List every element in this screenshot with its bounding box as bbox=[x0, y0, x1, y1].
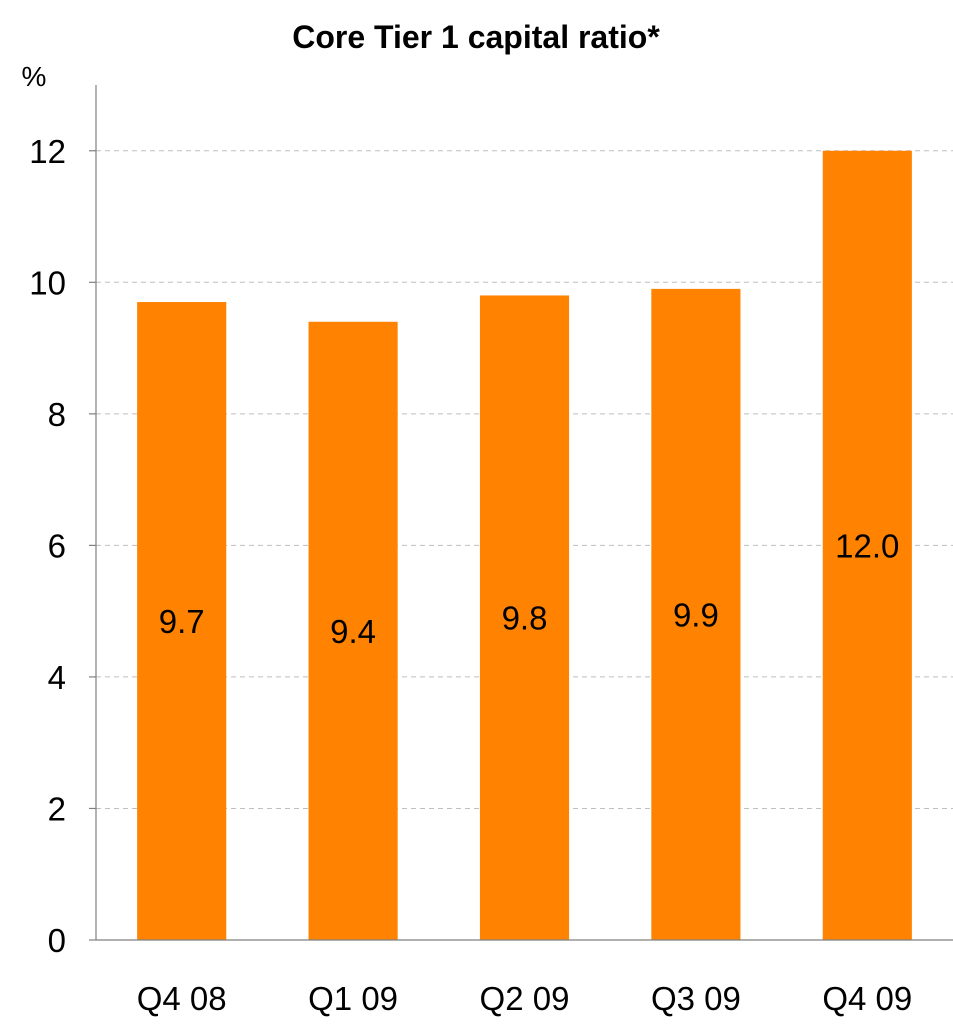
data-label: 9.9 bbox=[673, 596, 719, 633]
bar bbox=[479, 295, 570, 940]
data-label: 9.7 bbox=[159, 603, 205, 640]
data-label: 12.0 bbox=[835, 527, 899, 564]
x-tick-label: Q4 08 bbox=[137, 980, 227, 1017]
y-tick-label: 8 bbox=[48, 396, 66, 433]
bar bbox=[137, 302, 227, 940]
y-tick-label: 10 bbox=[29, 264, 66, 301]
y-tick-label: 6 bbox=[48, 527, 66, 564]
data-label: 9.8 bbox=[502, 600, 548, 637]
y-tick-label: 2 bbox=[48, 790, 66, 827]
y-axis-unit-label: % bbox=[22, 61, 47, 92]
bar bbox=[651, 288, 741, 940]
bar bbox=[308, 321, 398, 940]
y-tick-label: 4 bbox=[48, 659, 66, 696]
labels: 0 2 4 6 8 10 12 Q4 08 9.7 Q1 09 9.4 Q2 09 9.8 Q3 09 9.… bbox=[29, 133, 912, 1017]
x-tick-label: Q3 09 bbox=[651, 980, 741, 1017]
chart-title: Core Tier 1 capital ratio* bbox=[292, 19, 660, 55]
bars bbox=[137, 150, 912, 940]
bar bbox=[822, 150, 912, 940]
y-tick-label: 12 bbox=[29, 133, 66, 170]
x-tick-label: Q4 09 bbox=[822, 980, 912, 1017]
y-tick-label: 0 bbox=[48, 922, 66, 959]
axes bbox=[89, 85, 953, 941]
x-tick-label: Q2 09 bbox=[480, 980, 570, 1017]
gridlines bbox=[96, 150, 953, 809]
data-label: 9.4 bbox=[330, 613, 376, 650]
x-tick-label: Q1 09 bbox=[308, 980, 398, 1017]
